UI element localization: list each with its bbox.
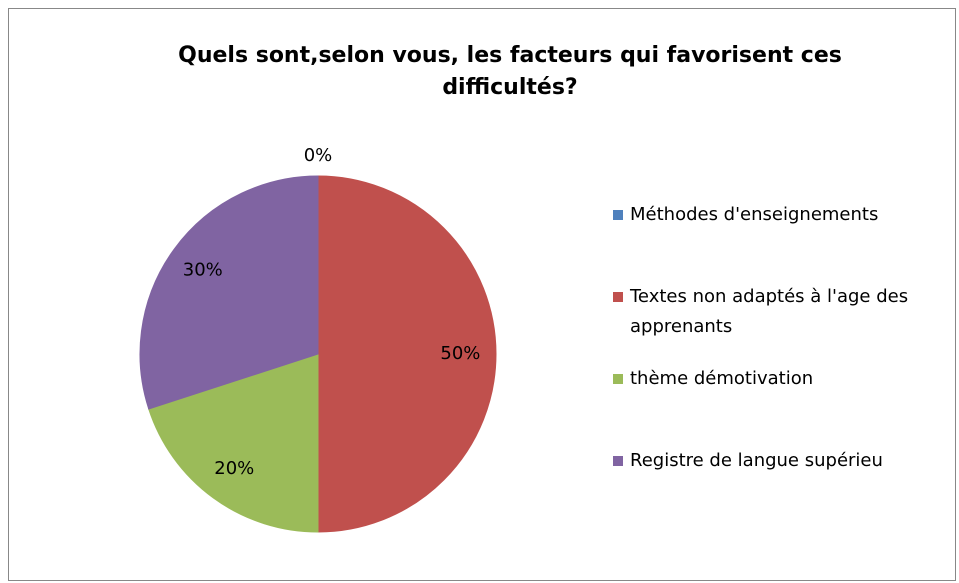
legend-swatch: [613, 210, 623, 220]
legend-label: Textes non adaptés à l'age des apprenant…: [630, 286, 909, 337]
legend-label: Registre de langue supérieu: [630, 450, 883, 471]
chart-title: Quels sont,selon vous, les facteurs qui …: [178, 43, 842, 100]
legend-swatch: [613, 292, 623, 302]
legend-label: Méthodes d'enseignements: [630, 204, 879, 225]
legend-swatch: [613, 456, 623, 466]
pie-slice: [317, 175, 497, 533]
legend-swatch: [613, 374, 623, 384]
pie-slice: [139, 175, 319, 410]
data-label: 20%: [214, 458, 254, 479]
data-label: 0%: [304, 145, 333, 166]
chart-frame: [8, 8, 956, 581]
pie-slice: [148, 353, 319, 533]
legend-label: thème démotivation: [630, 368, 814, 389]
data-label: 50%: [440, 343, 480, 364]
data-label: 30%: [183, 259, 223, 280]
